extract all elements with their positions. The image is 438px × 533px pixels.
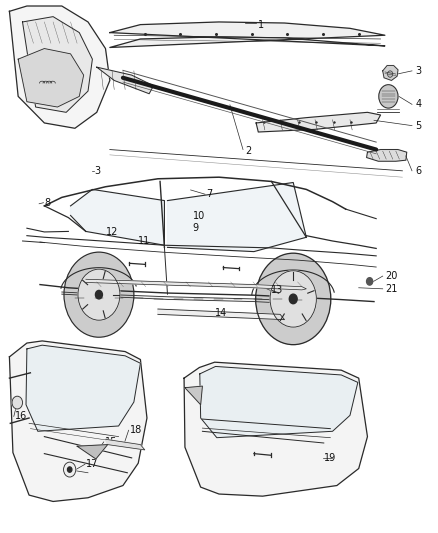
Text: 7: 7 — [206, 189, 212, 199]
Polygon shape — [77, 445, 108, 459]
Circle shape — [64, 252, 134, 337]
Text: 5: 5 — [416, 120, 422, 131]
Text: 6: 6 — [416, 166, 422, 176]
Circle shape — [388, 71, 393, 77]
Polygon shape — [106, 439, 145, 450]
Text: 2: 2 — [245, 146, 251, 156]
Polygon shape — [167, 182, 306, 252]
Circle shape — [78, 269, 120, 320]
Polygon shape — [10, 341, 147, 502]
Polygon shape — [184, 362, 367, 496]
Text: 4: 4 — [416, 99, 422, 109]
Polygon shape — [110, 22, 385, 47]
Polygon shape — [26, 345, 141, 431]
Polygon shape — [71, 189, 164, 245]
Text: 9: 9 — [193, 223, 199, 233]
Circle shape — [64, 462, 76, 477]
Circle shape — [67, 467, 72, 472]
Circle shape — [95, 290, 102, 299]
Text: 18: 18 — [130, 425, 142, 435]
Circle shape — [270, 271, 316, 327]
Polygon shape — [256, 112, 381, 132]
Circle shape — [367, 278, 373, 285]
Polygon shape — [158, 309, 285, 320]
Polygon shape — [185, 386, 202, 405]
Text: 17: 17 — [86, 459, 98, 469]
Polygon shape — [22, 17, 92, 112]
Polygon shape — [62, 292, 306, 304]
Text: 11: 11 — [138, 236, 151, 246]
Text: 3: 3 — [416, 66, 422, 76]
Text: 1: 1 — [258, 20, 265, 30]
Text: 16: 16 — [14, 411, 27, 422]
Text: 20: 20 — [385, 271, 397, 281]
Circle shape — [256, 253, 331, 345]
Polygon shape — [200, 367, 358, 438]
Circle shape — [289, 294, 297, 304]
Text: 13: 13 — [272, 286, 284, 295]
Polygon shape — [367, 150, 407, 161]
Polygon shape — [86, 279, 306, 290]
Text: 10: 10 — [193, 211, 205, 221]
Text: 3: 3 — [95, 166, 101, 176]
Text: 14: 14 — [215, 308, 227, 318]
Circle shape — [379, 85, 398, 108]
Polygon shape — [97, 67, 153, 94]
Text: 21: 21 — [385, 284, 397, 294]
Polygon shape — [18, 49, 84, 107]
Polygon shape — [383, 66, 398, 80]
Text: 15: 15 — [105, 437, 117, 447]
Text: 8: 8 — [44, 198, 50, 208]
Text: 19: 19 — [324, 453, 336, 463]
Circle shape — [12, 396, 22, 409]
Polygon shape — [10, 6, 110, 128]
Text: 12: 12 — [106, 227, 118, 237]
